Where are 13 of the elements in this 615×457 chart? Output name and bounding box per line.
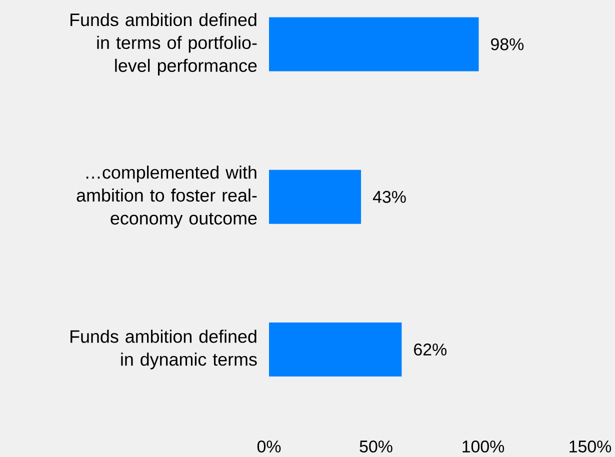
data-label: 98%	[491, 38, 524, 50]
y-tick-label: Funds ambition defined in terms of portfolio-level performance	[70, 12, 257, 76]
x-tick-label: 50%	[360, 440, 392, 453]
x-tick-label: 0%	[257, 440, 281, 453]
y-tick-label: …complemented with ambition to foster real-economy outcome	[76, 166, 257, 228]
y-tick-label: Funds ambition defined in dynamic terms	[70, 330, 257, 370]
bar	[269, 17, 479, 72]
x-tick-label: 150%	[570, 440, 612, 453]
bar	[269, 170, 362, 224]
data-label: 62%	[414, 344, 446, 356]
bar	[269, 322, 402, 377]
data-label: 43%	[372, 190, 406, 203]
x-tick-label: 100%	[462, 440, 504, 453]
